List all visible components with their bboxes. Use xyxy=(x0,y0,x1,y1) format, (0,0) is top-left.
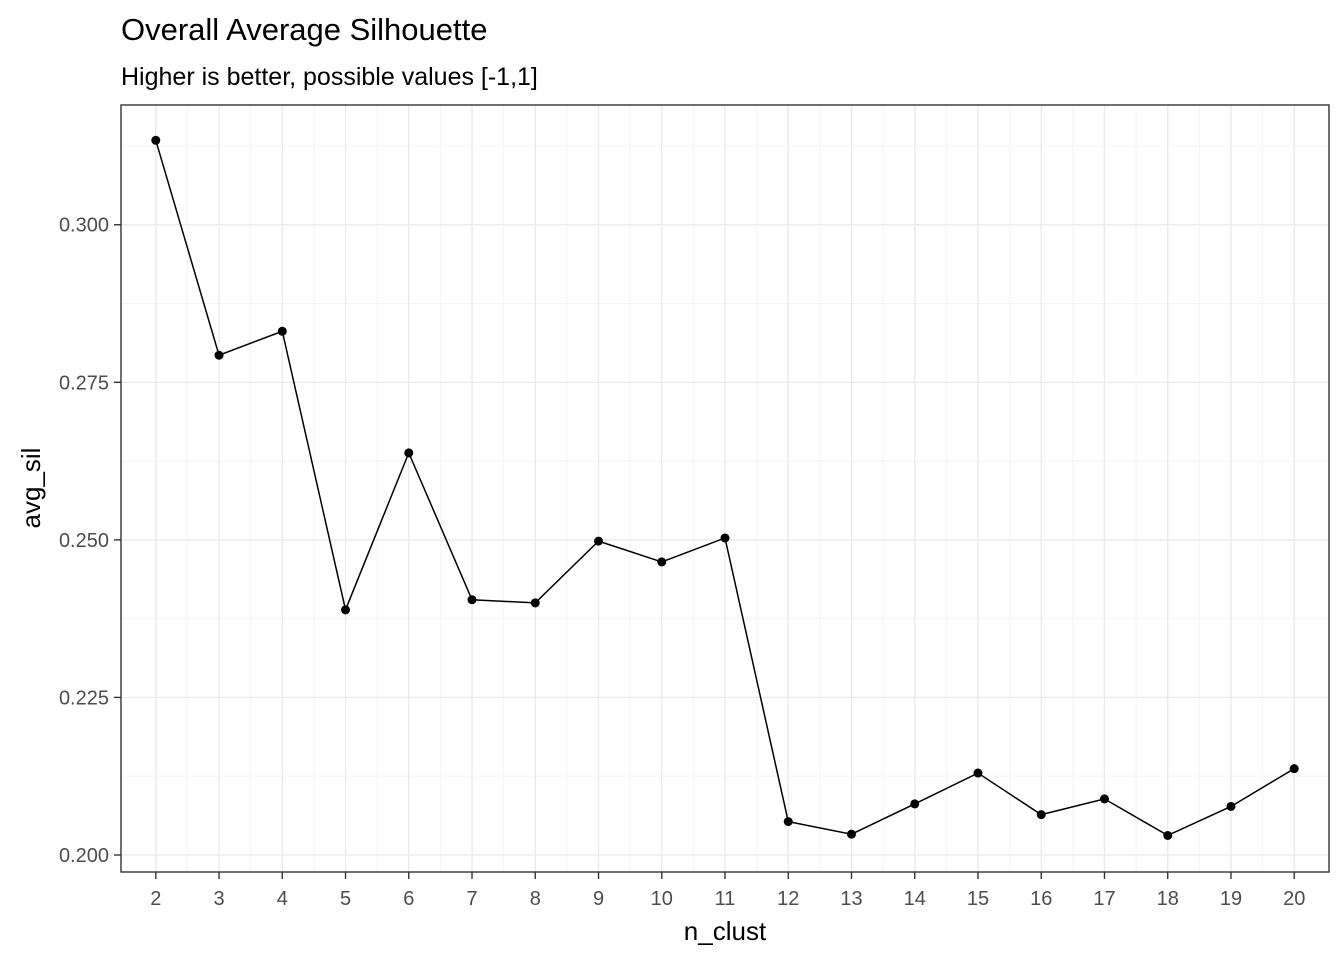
x-tick-label: 3 xyxy=(213,888,224,910)
x-tick-label: 10 xyxy=(651,888,673,910)
data-point xyxy=(910,799,920,809)
grid-lines xyxy=(121,105,1329,872)
y-axis: 0.200 0.225 0.250 0.275 0.300 xyxy=(59,215,121,867)
data-point xyxy=(277,326,287,336)
x-tick-label: 7 xyxy=(466,888,477,910)
y-axis-title: avg_sil xyxy=(16,448,46,529)
x-tick-label: 5 xyxy=(340,888,351,910)
data-point xyxy=(1163,830,1173,840)
x-tick-label: 11 xyxy=(715,888,736,910)
x-tick-label: 9 xyxy=(593,888,604,910)
x-tick-label: 17 xyxy=(1093,888,1115,910)
y-tick-label: 0.200 xyxy=(59,845,109,867)
y-tick-label: 0.250 xyxy=(59,530,109,552)
data-point xyxy=(530,598,540,608)
data-point xyxy=(1099,794,1109,804)
data-point xyxy=(151,135,161,145)
data-points xyxy=(151,135,1299,840)
x-tick-label: 19 xyxy=(1220,888,1242,910)
x-tick-label: 2 xyxy=(150,888,161,910)
x-tick-label: 20 xyxy=(1283,888,1305,910)
data-point xyxy=(973,768,983,778)
data-point xyxy=(657,557,667,567)
data-point xyxy=(594,536,604,546)
data-point xyxy=(214,350,224,360)
x-tick-label: 6 xyxy=(403,888,414,910)
x-tick-label: 18 xyxy=(1157,888,1179,910)
data-point xyxy=(467,595,477,605)
x-tick-label: 12 xyxy=(777,888,799,910)
y-tick-label: 0.275 xyxy=(59,372,109,394)
y-tick-label: 0.300 xyxy=(59,215,109,237)
chart-title: Overall Average Silhouette xyxy=(121,12,488,47)
x-tick-label: 4 xyxy=(277,888,288,910)
data-point xyxy=(1036,810,1046,820)
chart-subtitle: Higher is better, possible values [-1,1] xyxy=(121,63,538,91)
data-point xyxy=(846,829,856,839)
x-tick-label: 15 xyxy=(967,888,989,910)
x-axis-title: n_clust xyxy=(684,916,767,946)
x-tick-label: 13 xyxy=(840,888,862,910)
data-point xyxy=(783,817,793,827)
x-axis: 2 3 4 5 6 7 8 9 10 11 12 13 14 15 16 17 18 19 20 xyxy=(150,872,1305,910)
y-tick-label: 0.225 xyxy=(59,687,109,709)
x-tick-label: 8 xyxy=(530,888,541,910)
data-point xyxy=(1226,801,1236,811)
data-point xyxy=(404,448,414,458)
data-point xyxy=(1289,764,1299,774)
data-point xyxy=(720,533,730,543)
data-point xyxy=(341,605,351,615)
x-tick-label: 16 xyxy=(1030,888,1052,910)
x-tick-label: 14 xyxy=(904,888,926,910)
